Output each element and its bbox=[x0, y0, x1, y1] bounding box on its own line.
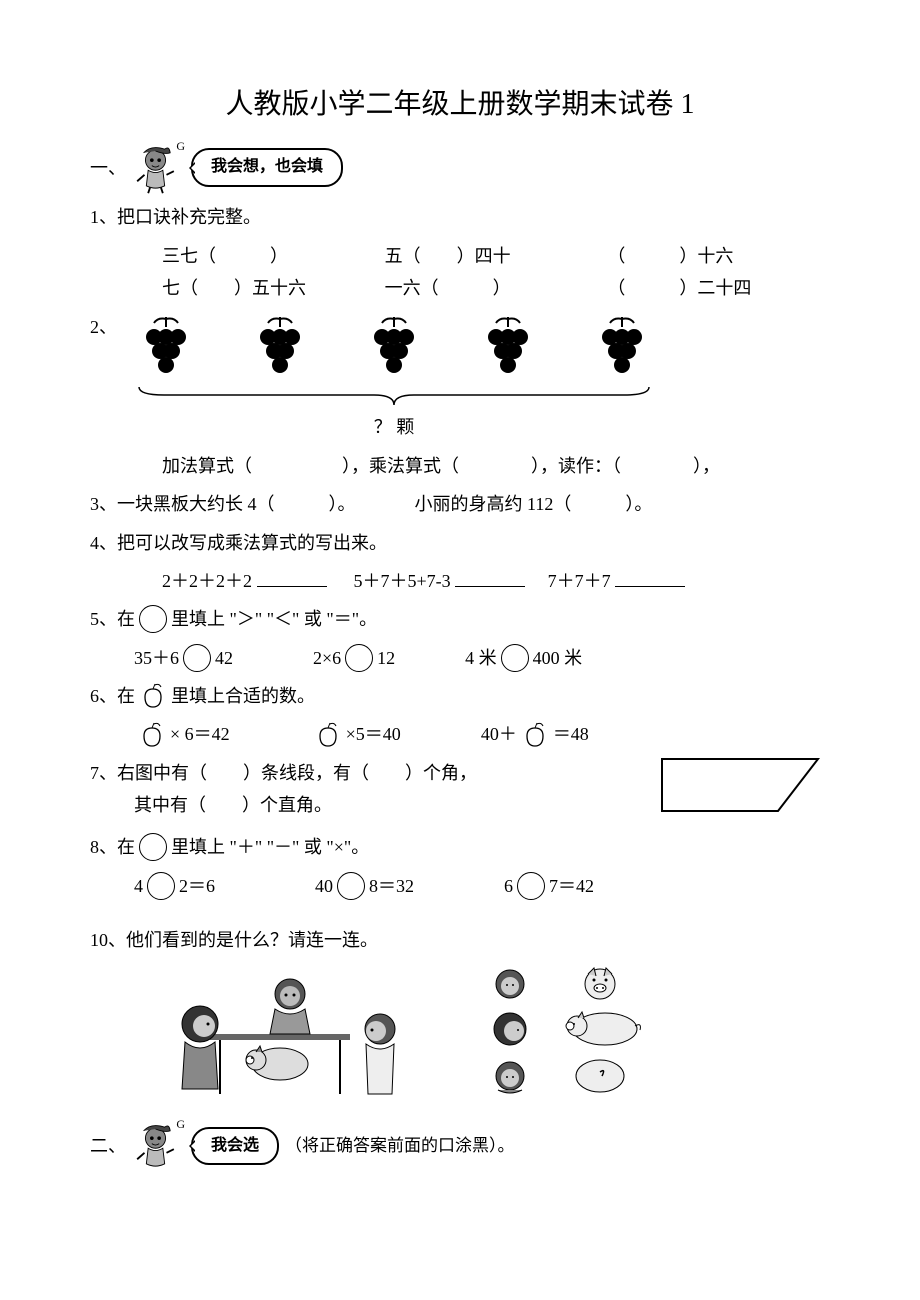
page-title: 人教版小学二年级上册数学期末试卷 1 bbox=[90, 80, 830, 130]
q4b: 5＋7＋5+7-3 bbox=[354, 571, 451, 591]
circle-icon bbox=[337, 872, 365, 900]
q8c-r: 7＝42 bbox=[549, 870, 594, 902]
q1-r1b: 五（ ）四十 bbox=[385, 240, 608, 272]
q8b-r: 8＝32 bbox=[369, 870, 414, 902]
q5c-l: 4 米 bbox=[465, 642, 497, 674]
apple-icon bbox=[137, 683, 169, 709]
circle-icon bbox=[147, 872, 175, 900]
q3a: 3、一块黑板大约长 4（ ）。 bbox=[90, 494, 356, 514]
blank bbox=[455, 568, 525, 587]
q8b-l: 40 bbox=[315, 870, 333, 902]
q5b-r: 12 bbox=[377, 642, 395, 674]
q10-label: 10、他们看到的是什么？请连一连。 bbox=[90, 924, 830, 956]
q4c: 7＋7＋7 bbox=[548, 571, 611, 591]
q1-row1: 三七（ ） 五（ ）四十 （ ）十六 bbox=[90, 240, 830, 272]
q8a-l: 4 bbox=[134, 870, 143, 902]
section-1-bubble: 我会想，也会填 bbox=[191, 148, 343, 187]
q1-r2c: （ ）二十四 bbox=[607, 272, 830, 304]
q6-label-row: 6、在 里填上合适的数。 bbox=[90, 680, 830, 712]
grape-icon bbox=[476, 315, 540, 385]
q4-label: 4、把可以改写成乘法算式的写出来。 bbox=[90, 527, 830, 559]
circle-icon bbox=[139, 605, 167, 633]
circle-icon bbox=[183, 644, 211, 672]
q1-r2a: 七（ ）五十六 bbox=[162, 272, 385, 304]
grape-icon bbox=[362, 315, 426, 385]
q5a-r: 42 bbox=[215, 642, 233, 674]
mascot-icon: G bbox=[128, 140, 183, 195]
q5-label-row: 5、在里填上 "＞" "＜" 或 "＝"。 bbox=[90, 603, 830, 635]
q5-row: 35＋6 42 2×6 12 4 米 400 米 bbox=[90, 642, 830, 674]
section-2-bubble: 我会选 bbox=[191, 1127, 279, 1166]
q8a-r: 2＝6 bbox=[179, 870, 215, 902]
viewpoint-left-icon bbox=[160, 964, 420, 1104]
q6-row: × 6＝42 ×5＝40 40＋ ＝48 bbox=[90, 718, 830, 750]
grape-icon bbox=[590, 315, 654, 385]
q3: 3、一块黑板大约长 4（ ）。 小丽的身高约 112（ ）。 bbox=[90, 488, 830, 520]
apple-icon bbox=[136, 722, 168, 748]
section-2-number: 二、 bbox=[90, 1130, 126, 1162]
q8c-l: 6 bbox=[504, 870, 513, 902]
q1-r2b: 一六（ ） bbox=[385, 272, 608, 304]
circle-icon bbox=[139, 833, 167, 861]
q3b: 小丽的身高约 112（ ）。 bbox=[415, 494, 653, 514]
grape-icon bbox=[134, 315, 198, 385]
q6c-r: ＝48 bbox=[553, 718, 589, 750]
q4a: 2＋2＋2＋2 bbox=[162, 571, 252, 591]
q5b-l: 2×6 bbox=[313, 642, 341, 674]
q2-label: 2、 bbox=[90, 311, 117, 343]
q6a: × 6＝42 bbox=[170, 718, 230, 750]
q6c-l: 40＋ bbox=[481, 718, 517, 750]
grapes-row bbox=[90, 315, 830, 385]
q1-label: 1、把口诀补充完整。 bbox=[90, 201, 830, 233]
q1-r1c: （ ）十六 bbox=[607, 240, 830, 272]
q1-row2: 七（ ）五十六 一六（ ） （ ）二十四 bbox=[90, 272, 830, 304]
mascot-icon: G bbox=[128, 1118, 183, 1173]
grape-icon bbox=[248, 315, 312, 385]
blank bbox=[257, 568, 327, 587]
q2-line2: 加法算式（ ），乘法算式（ ），读作：（ ）， bbox=[90, 450, 830, 482]
circle-icon bbox=[345, 644, 373, 672]
circle-icon bbox=[517, 872, 545, 900]
brace-label: ？ 颗 bbox=[134, 411, 654, 443]
apple-icon bbox=[312, 722, 344, 748]
section-2-heading: 二、 G 我会选 （将正确答案前面的口涂黑）。 bbox=[90, 1118, 830, 1173]
viewpoint-illustration bbox=[90, 964, 830, 1104]
section-2-aside: （将正确答案前面的口涂黑）。 bbox=[285, 1131, 515, 1162]
q6b: ×5＝40 bbox=[346, 718, 401, 750]
viewpoint-right-icon bbox=[480, 964, 660, 1104]
section-1-heading: 一、 G 我会想，也会填 bbox=[90, 140, 830, 195]
q5a-l: 35＋6 bbox=[134, 642, 179, 674]
brace: ？ 颗 bbox=[90, 385, 654, 444]
apple-icon bbox=[519, 722, 551, 748]
q5c-r: 400 米 bbox=[533, 642, 583, 674]
q4-row: 2＋2＋2＋2 5＋7＋5+7-3 7＋7＋7 bbox=[90, 565, 830, 597]
q8-row: 4 2＝6 40 8＝32 6 7＝42 bbox=[90, 870, 830, 902]
q8-label-row: 8、在里填上 "＋" "－" 或 "×"。 bbox=[90, 831, 830, 863]
circle-icon bbox=[501, 644, 529, 672]
q1-r1a: 三七（ ） bbox=[162, 240, 385, 272]
blank bbox=[615, 568, 685, 587]
trapezoid-icon bbox=[660, 755, 820, 825]
section-1-number: 一、 bbox=[90, 152, 126, 184]
